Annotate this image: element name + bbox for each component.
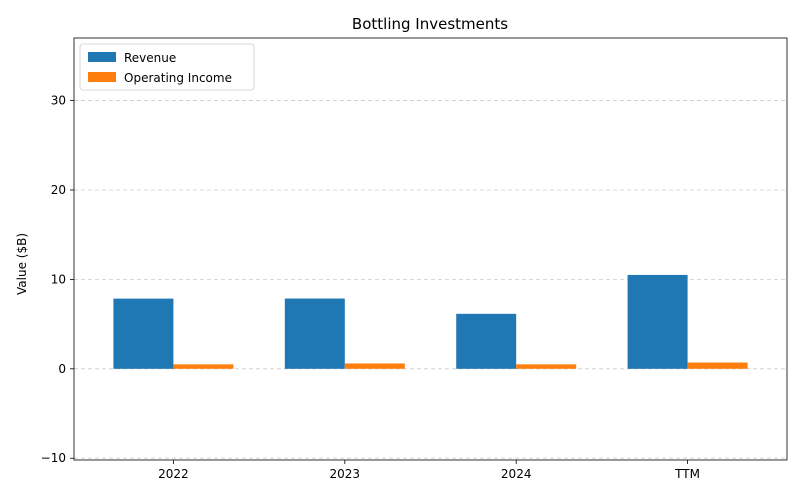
x-tick-label: 2023 <box>330 467 361 481</box>
bar-operating-income-2023 <box>344 363 405 369</box>
legend: Revenue Operating Income <box>79 43 255 91</box>
bar-revenue-ttm <box>627 274 688 369</box>
legend-box <box>79 43 255 91</box>
plot-frame <box>73 37 788 461</box>
legend-swatch-operating-income <box>88 72 116 82</box>
bar-revenue-2024 <box>456 313 517 369</box>
bar-operating-income-2022 <box>173 364 234 369</box>
y-tick-label: 30 <box>51 94 66 108</box>
bar-revenue-2023 <box>284 298 345 369</box>
x-tick-label: 2024 <box>501 467 532 481</box>
chart-title: Bottling Investments <box>352 15 508 33</box>
bar-operating-income-ttm <box>687 362 748 369</box>
y-tick-label: 20 <box>51 183 66 197</box>
x-tick-label: TTM <box>674 467 700 481</box>
legend-swatch-revenue <box>88 52 116 62</box>
bar-operating-income-2024 <box>516 364 577 369</box>
x-tick-label: 2022 <box>158 467 189 481</box>
axes: −10 0 10 20 30 2022 2023 2024 TTM <box>41 37 788 481</box>
legend-label-operating-income: Operating Income <box>124 71 232 85</box>
y-tick-label: 0 <box>58 362 66 376</box>
y-axis-label: Value ($B) <box>15 233 29 295</box>
y-tick-label: 10 <box>51 272 66 286</box>
y-tick-label: −10 <box>41 451 66 465</box>
bar-revenue-2022 <box>113 298 174 369</box>
bars <box>113 274 748 369</box>
legend-label-revenue: Revenue <box>124 51 176 65</box>
